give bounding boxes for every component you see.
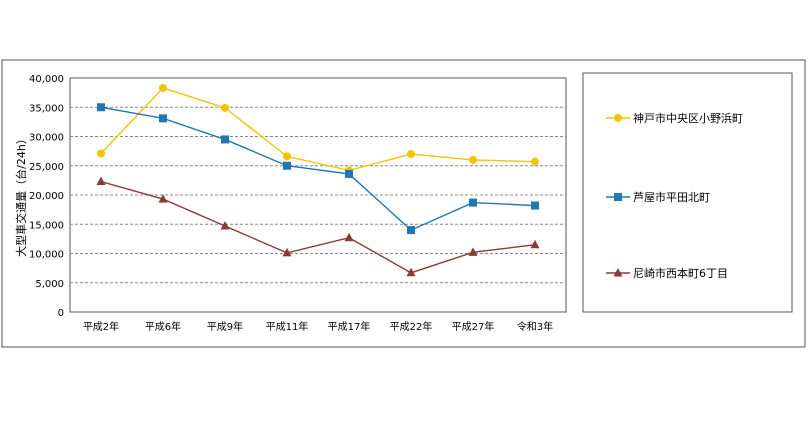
data-point (97, 103, 105, 112)
data-point (469, 155, 477, 164)
data-point (283, 161, 291, 170)
series-2 (97, 103, 539, 235)
x-tick-label: 平成2年 (83, 320, 119, 333)
x-tick-label: 平成6年 (145, 320, 181, 333)
data-point (531, 201, 539, 210)
data-point (220, 221, 230, 230)
y-tick-label: 30,000 (29, 133, 64, 144)
x-tick-label: 平成17年 (328, 320, 371, 333)
data-point (282, 247, 292, 257)
x-tick-labels: 平成2年 平成6年 平成9年 平成11年 平成17年 平成22年 平成27年 令和3年 (83, 320, 553, 333)
legend-label: 尼崎市西本町6丁目 (633, 266, 728, 280)
data-point (530, 239, 540, 249)
y-tick-label: 40,000 (29, 74, 64, 85)
y-tick-label: 10,000 (29, 250, 64, 261)
y-tick-label: 35,000 (29, 103, 64, 114)
legend-label: 芦屋市平田北町 (633, 190, 710, 204)
data-point (468, 247, 478, 256)
legend-label: 神戸市中央区小野浜町 (633, 111, 743, 125)
data-point (345, 169, 353, 178)
x-tick-label: 平成22年 (390, 320, 433, 333)
legend-item: 芦屋市平田北町 (606, 190, 710, 204)
data-point (159, 83, 167, 92)
data-point (531, 157, 539, 166)
legend-marker (613, 268, 623, 277)
y-tick-label: 0 (58, 308, 64, 319)
data-point (158, 194, 168, 203)
x-tick-label: 平成11年 (266, 320, 309, 333)
legend-marker (614, 114, 622, 122)
legend-item: 尼崎市西本町6丁目 (606, 266, 728, 280)
x-tick-label: 令和3年 (517, 320, 553, 333)
y-tick-label: 5,000 (35, 279, 64, 290)
data-point (407, 226, 415, 235)
y-tick-labels: 0 5,000 10,000 15,000 20,000 25,000 30,000 35,0… (29, 74, 64, 319)
gridlines (70, 106, 566, 284)
data-point (283, 152, 291, 161)
y-axis-label: 大型車交通量（台/24h） (14, 133, 28, 257)
series-line (100, 87, 536, 172)
series-3 (96, 176, 540, 277)
data-point (221, 103, 229, 112)
x-tick-label: 平成27年 (452, 320, 495, 333)
data-point (344, 232, 354, 242)
legend-item: 神戸市中央区小野浜町 (606, 111, 743, 125)
data-point (97, 149, 105, 158)
data-point (406, 267, 416, 277)
y-tick-label: 15,000 (29, 220, 64, 231)
data-point (96, 176, 106, 186)
series-line (100, 180, 536, 274)
data-point (221, 135, 229, 144)
data-point (407, 150, 415, 159)
legend-marker (614, 193, 622, 201)
series-line (100, 106, 536, 231)
x-tick-label: 平成9年 (207, 320, 243, 333)
data-point (159, 114, 167, 123)
data-point (469, 198, 477, 207)
series-group (96, 83, 540, 277)
y-tick-label: 25,000 (29, 162, 64, 173)
y-tick-label: 20,000 (29, 191, 64, 202)
